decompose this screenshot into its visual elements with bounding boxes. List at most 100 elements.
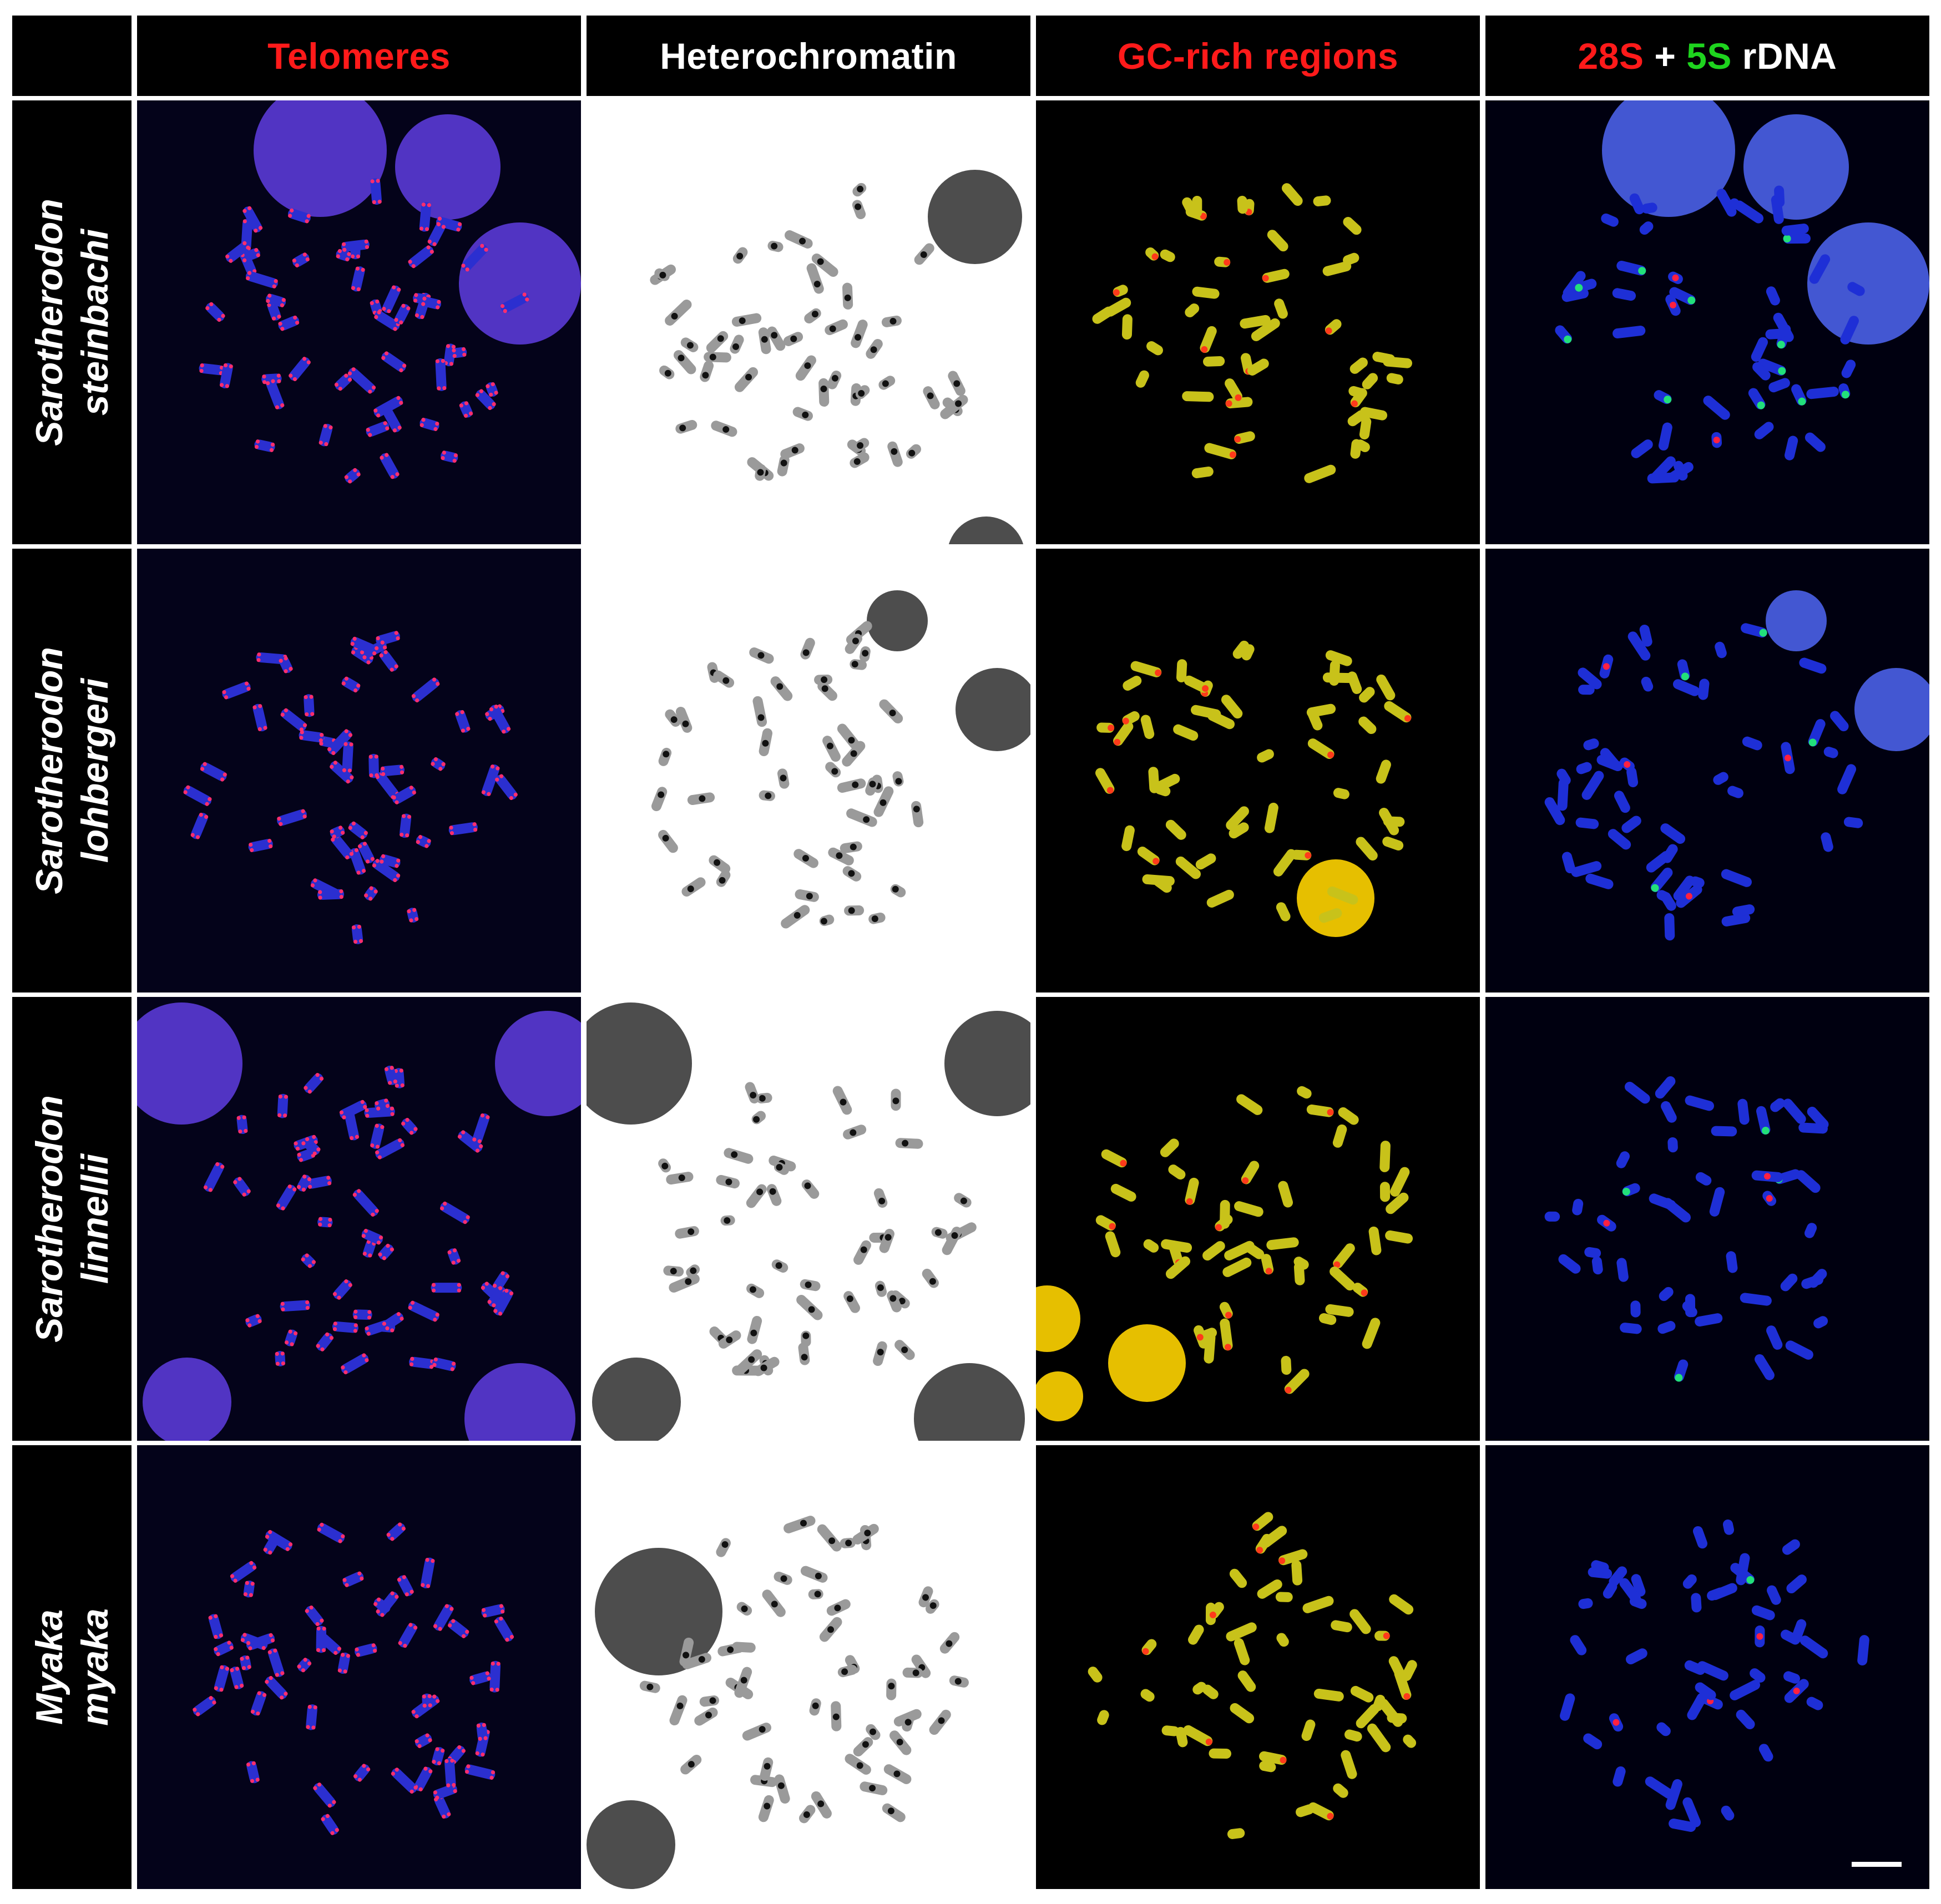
chromosome bbox=[1123, 676, 1142, 691]
chromosome bbox=[1660, 823, 1686, 844]
interphase-nucleus bbox=[395, 114, 501, 220]
chromosome bbox=[1782, 1539, 1800, 1555]
chromosome bbox=[355, 1643, 377, 1657]
chromosome bbox=[1641, 676, 1654, 692]
chromosome bbox=[1755, 1354, 1775, 1380]
chromosome bbox=[431, 1283, 462, 1293]
chromosome bbox=[341, 239, 370, 252]
chromosome bbox=[378, 1243, 395, 1260]
chromosome bbox=[1754, 422, 1774, 439]
chromosome bbox=[1781, 1629, 1801, 1645]
chromosome bbox=[1257, 749, 1274, 763]
chromosome bbox=[873, 1341, 887, 1366]
chromosome bbox=[887, 1290, 902, 1313]
chromosome bbox=[1578, 685, 1595, 695]
chromosome bbox=[777, 768, 790, 789]
chromosome bbox=[1230, 1703, 1255, 1724]
chromosome bbox=[681, 877, 706, 897]
chromosome bbox=[427, 222, 446, 246]
chromosome bbox=[1626, 767, 1639, 788]
chromosome bbox=[1737, 1098, 1750, 1125]
chromosome bbox=[1097, 1710, 1109, 1725]
chromosome bbox=[245, 271, 278, 288]
chromosome bbox=[700, 361, 714, 382]
chromosome bbox=[879, 1229, 894, 1253]
chromosome bbox=[1614, 791, 1630, 813]
chromosome bbox=[246, 1761, 260, 1784]
chromosome bbox=[828, 847, 854, 865]
chromosome bbox=[1219, 1302, 1233, 1319]
chromosome bbox=[759, 790, 775, 801]
chromosome bbox=[1843, 817, 1863, 828]
chromosome bbox=[853, 1737, 873, 1757]
chromosome bbox=[1240, 315, 1271, 329]
chromosome bbox=[844, 905, 865, 916]
chromosome bbox=[489, 1660, 501, 1693]
chromosome bbox=[1766, 1325, 1783, 1350]
chromosome bbox=[704, 352, 731, 363]
chromosome bbox=[1631, 1574, 1646, 1597]
chromosome bbox=[1278, 1549, 1308, 1566]
chromosome bbox=[1608, 829, 1631, 850]
micrograph-image bbox=[1485, 1445, 1929, 1889]
chromosome bbox=[879, 699, 903, 724]
chromosome bbox=[380, 764, 405, 776]
chromosome bbox=[1758, 358, 1786, 376]
chromosome bbox=[1095, 768, 1115, 794]
chromosome bbox=[1306, 1104, 1334, 1117]
chromosome bbox=[1609, 1566, 1627, 1587]
chromosome bbox=[1748, 388, 1766, 409]
chromosome bbox=[939, 1632, 960, 1654]
chromosome bbox=[1806, 387, 1839, 399]
chromosome bbox=[720, 1215, 735, 1226]
chromosome bbox=[767, 326, 786, 351]
chromosome bbox=[801, 1330, 811, 1347]
chromosome bbox=[1379, 1141, 1391, 1172]
chromosome bbox=[1192, 195, 1202, 217]
chromosome bbox=[843, 1125, 867, 1140]
chromosome bbox=[384, 1065, 397, 1085]
chromosome bbox=[929, 1709, 951, 1735]
chromosome bbox=[214, 1640, 234, 1657]
chromosome bbox=[421, 296, 441, 310]
chromosome bbox=[1304, 464, 1336, 483]
interphase-nucleus bbox=[956, 668, 1030, 751]
chromosome bbox=[1325, 650, 1352, 666]
chromosome bbox=[734, 1667, 752, 1698]
chromosome bbox=[317, 1217, 333, 1228]
micrograph-image bbox=[1036, 1445, 1480, 1889]
chromosome bbox=[798, 1805, 816, 1824]
micrograph-image bbox=[1485, 100, 1929, 544]
chromosome bbox=[1609, 1713, 1624, 1732]
chromosome bbox=[1101, 1149, 1127, 1168]
chromosome bbox=[411, 677, 440, 703]
chromosome bbox=[808, 1589, 823, 1599]
chromosome bbox=[1721, 869, 1752, 887]
chromosome bbox=[873, 786, 894, 817]
chromosome bbox=[1662, 844, 1678, 863]
chromosome bbox=[918, 1586, 933, 1608]
chromosome bbox=[246, 1633, 275, 1650]
chromosome bbox=[1382, 836, 1404, 851]
chromosome bbox=[1146, 341, 1163, 356]
chromosome bbox=[914, 243, 934, 265]
chromosome bbox=[451, 347, 467, 358]
chromosome bbox=[1578, 1598, 1593, 1609]
chromosome bbox=[1799, 657, 1827, 674]
chromosome bbox=[792, 407, 813, 421]
chromosome bbox=[245, 1314, 262, 1328]
chromosome bbox=[401, 1118, 418, 1135]
chromosome bbox=[827, 370, 842, 389]
chromosome bbox=[694, 1707, 718, 1726]
chromosome bbox=[1359, 417, 1372, 440]
chromosome bbox=[1333, 1783, 1348, 1798]
chromosome bbox=[826, 1599, 851, 1616]
chromosome bbox=[669, 1274, 700, 1293]
chromosome bbox=[651, 787, 668, 812]
chromosome bbox=[1341, 1750, 1357, 1779]
chromosome bbox=[837, 778, 866, 793]
chromosome bbox=[891, 1088, 901, 1111]
chromosome bbox=[1259, 1751, 1287, 1765]
chromosome bbox=[1722, 1519, 1735, 1535]
chromosome bbox=[746, 1283, 765, 1298]
